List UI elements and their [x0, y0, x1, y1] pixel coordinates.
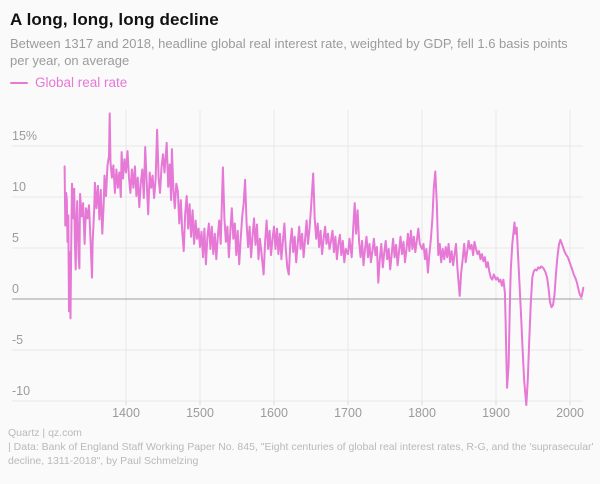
y-tick-label: 10 — [12, 180, 26, 194]
chart-grid — [12, 110, 583, 405]
y-tick-label: 15% — [12, 129, 37, 143]
x-tick-label: 2000 — [556, 406, 584, 420]
y-tick-label: -10 — [12, 384, 30, 398]
x-tick-label: 1600 — [260, 406, 288, 420]
x-tick-label: 1400 — [112, 406, 140, 420]
page-title: A long, long, long decline — [10, 10, 219, 29]
x-tick-label: 1500 — [186, 406, 214, 420]
y-tick-label: 0 — [12, 282, 19, 296]
chart-footer: Quartz | qz.com | Data: Bank of England … — [8, 427, 594, 469]
legend-label: Global real rate — [35, 75, 128, 90]
x-tick-label: 1900 — [482, 406, 510, 420]
chart-subtitle: Between 1317 and 2018, headline global r… — [10, 36, 568, 68]
chart-series — [63, 112, 585, 407]
y-tick-label: 5 — [12, 231, 19, 245]
legend: Global real rate — [10, 76, 127, 90]
x-tick-label: 1800 — [408, 406, 436, 420]
data-credit: | Data: Bank of England Staff Working Pa… — [8, 440, 594, 467]
global-real-rate-line — [63, 112, 585, 407]
x-tick-label: 1700 — [334, 406, 362, 420]
legend-line-swatch-icon — [10, 81, 28, 84]
y-tick-label: -5 — [12, 333, 23, 347]
chart-axis-labels: 1400 1500 1600 1700 1800 1900 2000 15% 10 5 0 -5 -10 — [12, 129, 584, 420]
source-attribution: Quartz | qz.com — [8, 427, 82, 439]
